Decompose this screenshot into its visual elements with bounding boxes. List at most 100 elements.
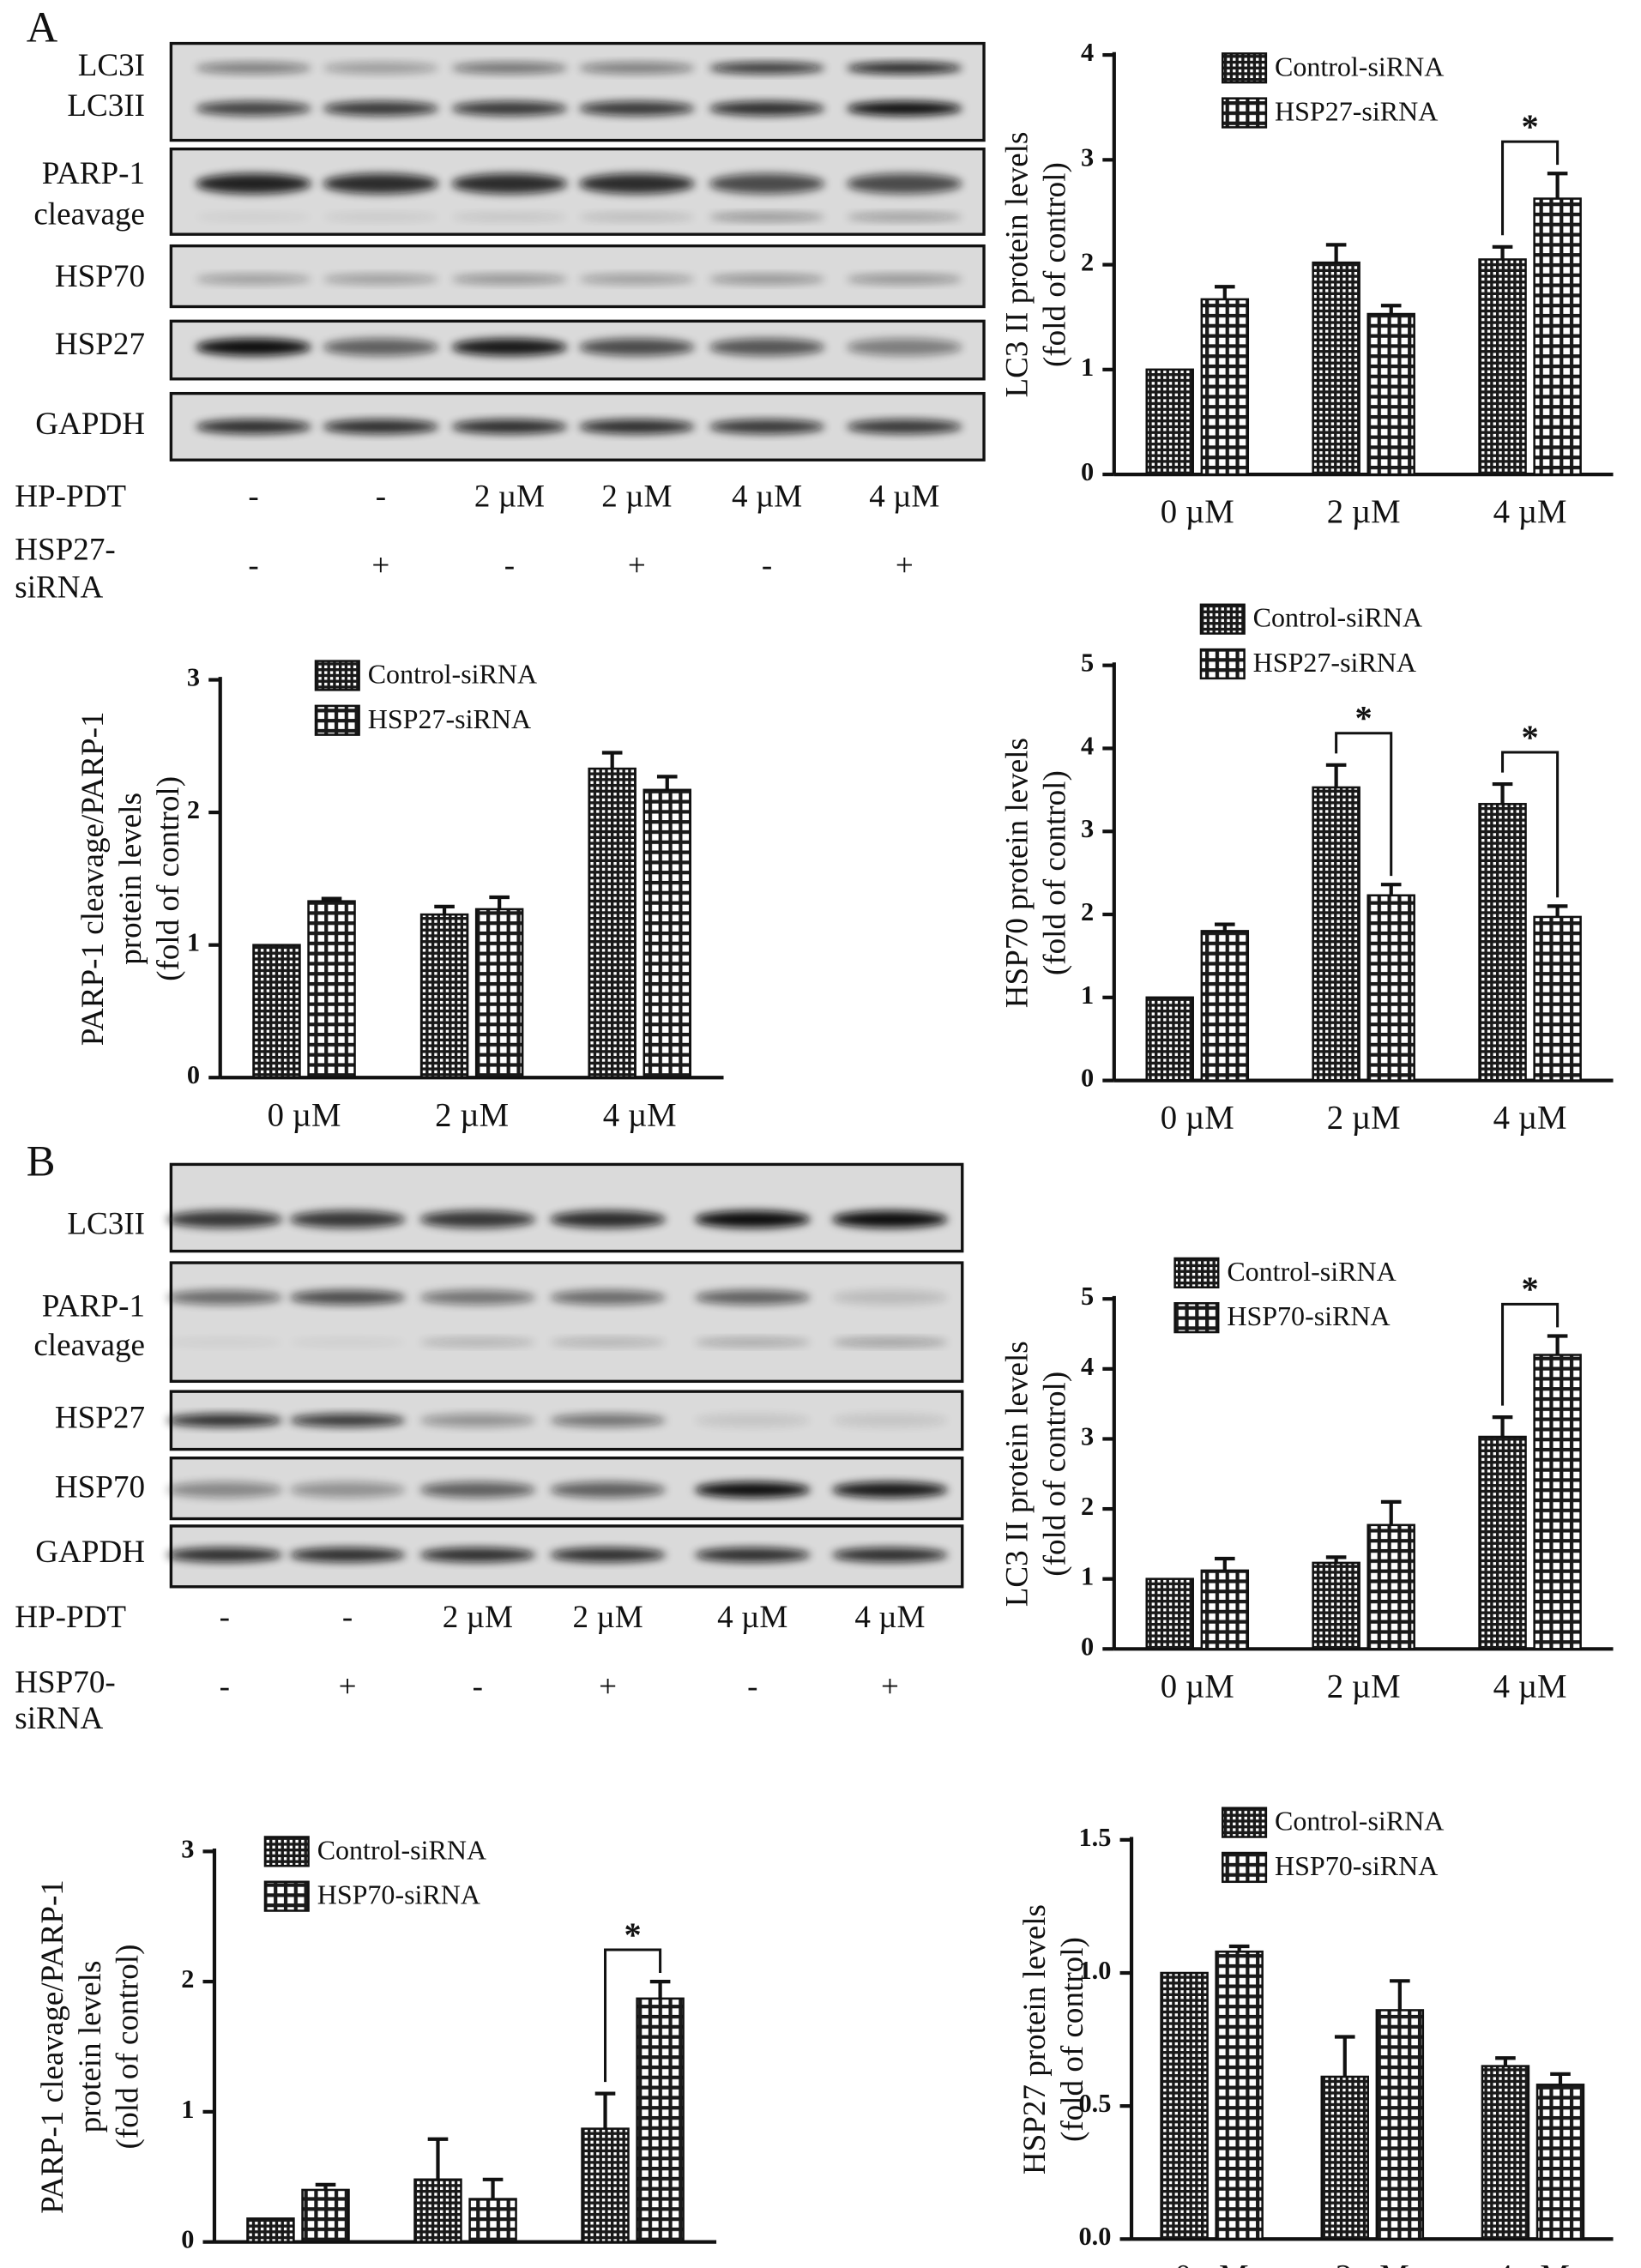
treatment-value: 2 µM bbox=[474, 479, 545, 514]
error-bar bbox=[434, 904, 455, 915]
bar bbox=[1145, 1577, 1194, 1650]
significance-bracket bbox=[1335, 732, 1393, 877]
y-tick-label: 5 bbox=[1081, 648, 1094, 678]
bar-chart: 0 1 2 3 PARP-1 cleavage/PARP-1 protein levels… bbox=[35, 1834, 717, 2268]
bar bbox=[301, 2188, 350, 2243]
y-tick-label: 2 bbox=[1081, 248, 1094, 277]
y-tick-label: 0.0 bbox=[1078, 2222, 1111, 2251]
legend-swatch bbox=[1199, 648, 1246, 680]
bar bbox=[1145, 368, 1194, 476]
treatment-value: - bbox=[220, 1669, 230, 1704]
error-bar bbox=[1492, 1415, 1513, 1438]
bar bbox=[1145, 996, 1194, 1082]
blot-band bbox=[419, 1337, 536, 1347]
blot-label: HSP70 bbox=[55, 259, 145, 294]
blot-band bbox=[289, 1481, 406, 1499]
treatment-name: siRNA bbox=[15, 1701, 103, 1736]
bar bbox=[1215, 1950, 1264, 2241]
y-tick-label: 3 bbox=[1081, 142, 1094, 172]
blot-band bbox=[323, 212, 439, 221]
bar bbox=[474, 908, 524, 1079]
y-tick-label: 3 bbox=[181, 1834, 194, 1863]
blot-band bbox=[846, 62, 962, 74]
blot bbox=[169, 41, 986, 461]
y-tick-label: 1.0 bbox=[1078, 1956, 1111, 1985]
y-tick-label: 0.5 bbox=[1078, 2089, 1111, 2118]
error-bar bbox=[1325, 1555, 1347, 1563]
blot-label: GAPDH bbox=[35, 1535, 145, 1570]
blot-band bbox=[196, 338, 311, 356]
blot-band bbox=[550, 1337, 667, 1347]
treatment-value: 4 µM bbox=[732, 479, 802, 514]
y-tick-label: 0 bbox=[187, 1060, 200, 1089]
bar-chart: 0 1 2 3 PARP-1 cleavage/PARP-1 protein levels… bbox=[75, 658, 724, 1133]
treatment-name: HSP27- bbox=[15, 533, 115, 568]
blot-band bbox=[289, 1290, 406, 1305]
x-tick-label: 0 µM bbox=[1161, 1668, 1234, 1704]
x-tick-label: 0 µM bbox=[262, 2261, 335, 2268]
blot-band bbox=[166, 1290, 283, 1305]
blot-label: HSP27 bbox=[55, 327, 145, 362]
blot-band bbox=[578, 173, 695, 194]
blot-band bbox=[451, 173, 568, 194]
error-bar bbox=[1380, 304, 1402, 315]
bar bbox=[1366, 894, 1415, 1082]
blot-band bbox=[578, 338, 695, 356]
blot-band bbox=[709, 62, 825, 74]
error-bar bbox=[1547, 172, 1568, 199]
error-bar bbox=[1492, 244, 1513, 260]
x-tick-label: 2 µM bbox=[435, 1096, 509, 1133]
treatment-name: siRNA bbox=[15, 570, 103, 605]
blot-label: LC3II bbox=[67, 88, 145, 124]
blot-band bbox=[550, 1481, 667, 1499]
x-tick-label: 2 µM bbox=[1327, 1100, 1401, 1137]
significance-bracket bbox=[604, 1948, 662, 2083]
blot-band bbox=[709, 338, 825, 356]
blot-label: HSP70 bbox=[55, 1469, 145, 1505]
bar bbox=[636, 1997, 685, 2243]
bar bbox=[1160, 1971, 1209, 2241]
y-tick-label: 0 bbox=[1081, 1632, 1094, 1661]
error-bar bbox=[1380, 1499, 1402, 1525]
error-bar bbox=[482, 2177, 504, 2199]
x-tick-label: 2 µM bbox=[1327, 493, 1401, 530]
treatment-value: 2 µM bbox=[443, 1600, 513, 1635]
y-tick-label: 4 bbox=[1081, 1352, 1094, 1381]
error-bar bbox=[1550, 2072, 1571, 2085]
blot-label: HSP27 bbox=[55, 1400, 145, 1435]
legend-swatch bbox=[1173, 1302, 1220, 1334]
treatment-value: - bbox=[220, 1600, 230, 1635]
error-bar bbox=[489, 895, 510, 909]
y-axis-label: (fold of control) bbox=[1055, 1937, 1090, 2142]
blot-band bbox=[694, 1337, 811, 1347]
x-tick-label: 0 µM bbox=[1161, 1100, 1234, 1137]
blot-box bbox=[169, 41, 986, 142]
bar bbox=[643, 788, 692, 1079]
y-tick-label: 5 bbox=[1081, 1282, 1094, 1311]
bar bbox=[1200, 298, 1250, 476]
significance-label: * bbox=[624, 1915, 641, 1954]
treatment-value: - bbox=[376, 479, 386, 514]
blot-label: PARP-1 bbox=[42, 1289, 145, 1324]
x-tick-label: 4 µM bbox=[1493, 1100, 1567, 1137]
y-axis-label: LC3 II protein levels bbox=[1000, 132, 1035, 398]
legend-label: HSP70-siRNA bbox=[317, 1879, 480, 1910]
legend-swatch bbox=[1222, 1851, 1268, 1884]
bar bbox=[1312, 786, 1360, 1082]
blot-band bbox=[831, 1290, 948, 1305]
bar bbox=[581, 2127, 630, 2243]
blot-band bbox=[419, 1547, 536, 1563]
significance-bracket bbox=[1501, 751, 1560, 898]
error-bar bbox=[649, 1980, 671, 1999]
x-tick-label: 4 µM bbox=[1493, 1668, 1567, 1704]
legend-label: Control-siRNA bbox=[1275, 1806, 1444, 1837]
blot-band bbox=[550, 1210, 667, 1228]
legend-swatch bbox=[1222, 52, 1268, 84]
x-tick-label: 4 µM bbox=[596, 2261, 670, 2268]
significance-bracket bbox=[1501, 140, 1560, 236]
y-tick-label: 0 bbox=[1081, 457, 1094, 486]
blot-band bbox=[846, 274, 962, 285]
treatment-value: - bbox=[473, 1669, 483, 1704]
x-tick-label: 4 µM bbox=[1496, 2258, 1570, 2268]
